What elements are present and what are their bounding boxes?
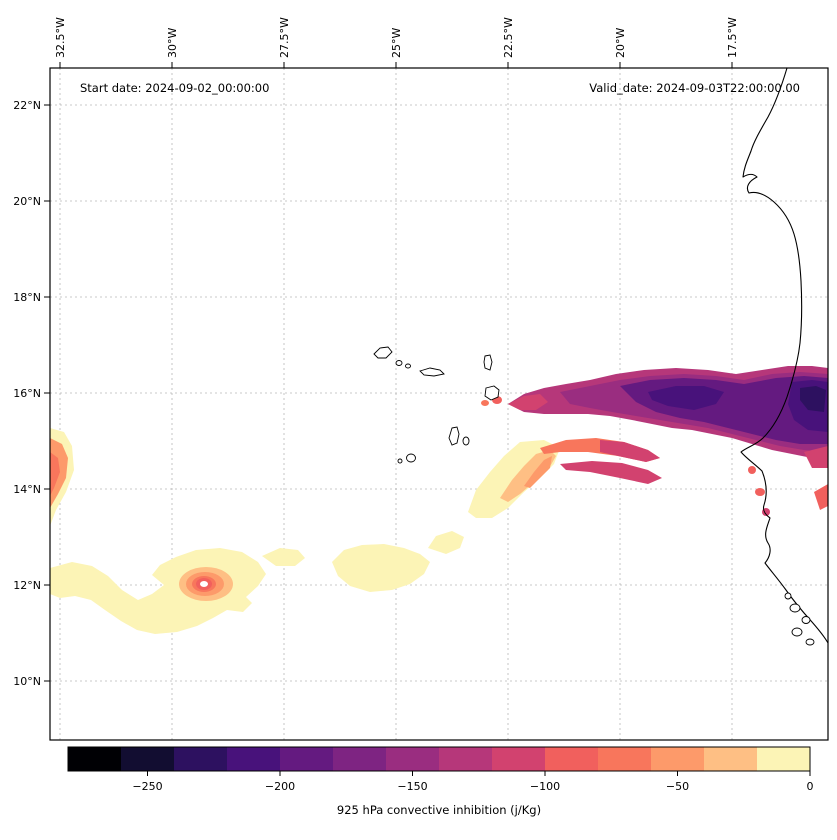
colorbar-frame [67, 746, 811, 772]
colorbar-segment [757, 747, 811, 771]
island-bijagos-5 [805, 638, 815, 646]
lon-tick-label: 25°W [390, 28, 403, 58]
island-santiago [448, 426, 460, 446]
colorbar-segment [492, 747, 546, 771]
coastline-layer [740, 67, 829, 644]
main-blob-darkest [800, 386, 826, 412]
colorbar-tick-label: −250 [132, 780, 162, 793]
pale-patch-small [262, 548, 305, 566]
island-sao-vicente [395, 360, 403, 366]
island-boa-vista [484, 385, 500, 401]
island-bijagos-3 [801, 616, 811, 624]
lat-tick-label: 14°N [13, 483, 41, 496]
colorbar-segment [651, 747, 705, 771]
lat-tick-label: 18°N [13, 291, 41, 304]
lon-tick-label: 17.5°W [726, 17, 739, 58]
colorbar-segment [174, 747, 228, 771]
lat-tick-label: 10°N [13, 675, 41, 688]
lat-tick-label: 20°N [13, 195, 41, 208]
coast-speck-2 [755, 488, 765, 496]
island-santo-antao [373, 346, 393, 359]
colorbar-segment [704, 747, 758, 771]
island-brava [397, 458, 403, 464]
colorbar-segment [386, 747, 440, 771]
lon-tick-label: 30°W [166, 28, 179, 58]
island-bijagos-4 [791, 627, 803, 637]
colorbar-caption: 925 hPa convective inhibition (j/Kg) [337, 803, 541, 817]
island-maio [462, 436, 470, 446]
coastline [740, 67, 829, 644]
colorbar-segment [333, 747, 387, 771]
capeverde-south-core [524, 456, 552, 488]
colorbar-segment [227, 747, 281, 771]
island-sal [483, 354, 493, 371]
coast-patch-2 [814, 484, 828, 510]
streak-lower [560, 461, 662, 484]
lat-tick-label: 12°N [13, 579, 41, 592]
coast-speck-1 [748, 466, 756, 474]
island-sao-nicolau [419, 367, 445, 377]
bullseye-center [200, 581, 208, 587]
west-edge-core [50, 452, 60, 496]
colorbar-segment [68, 747, 122, 771]
island-fogo [406, 453, 416, 463]
start-date-annotation: Start date: 2024-09-02_00:00:00 [80, 81, 269, 95]
colorbar-tick-label: 0 [807, 780, 814, 793]
contour-regions-layer [50, 366, 828, 634]
main-blob-dark-west [648, 386, 724, 410]
colorbar-tick-label: −200 [265, 780, 295, 793]
main-blob-west-tip [508, 394, 548, 410]
axis-labels-layer: 32.5°W 30°W 27.5°W 25°W 22.5°W 20°W 17.5°W 22°N… [13, 17, 739, 688]
lat-tick-label: 22°N [13, 99, 41, 112]
lat-tick-label: 16°N [13, 387, 41, 400]
lon-tick-label: 32.5°W [54, 17, 67, 58]
colorbar-tick-label: −150 [397, 780, 427, 793]
valid-date-annotation: Valid_date: 2024-09-03T22:00:00.00 [589, 81, 800, 95]
island-bijagos-2 [789, 603, 801, 613]
colorbar-segment [121, 747, 175, 771]
lon-tick-label: 22.5°W [502, 17, 515, 58]
colorbar-tick-label: −100 [530, 780, 560, 793]
colorbar-segment [280, 747, 334, 771]
colorbar-segment [598, 747, 652, 771]
colorbar-segment [439, 747, 493, 771]
pale-patch-east [428, 531, 464, 554]
island-santa-luzia [405, 363, 411, 369]
islands-layer [373, 346, 815, 646]
coast-patch-1 [804, 446, 828, 468]
streak-upper-east [600, 440, 660, 462]
tip-speck-2 [481, 400, 489, 406]
plot-frame [49, 67, 829, 741]
island-bijagos-1 [784, 592, 792, 600]
colorbar-segment [545, 747, 599, 771]
colorbar: −250 −200 −150 −100 −50 0 [67, 746, 814, 793]
lon-tick-label: 20°W [614, 28, 627, 58]
pale-patch-mid [332, 544, 430, 592]
lon-tick-label: 27.5°W [278, 17, 291, 58]
colorbar-tick-label: −50 [666, 780, 689, 793]
